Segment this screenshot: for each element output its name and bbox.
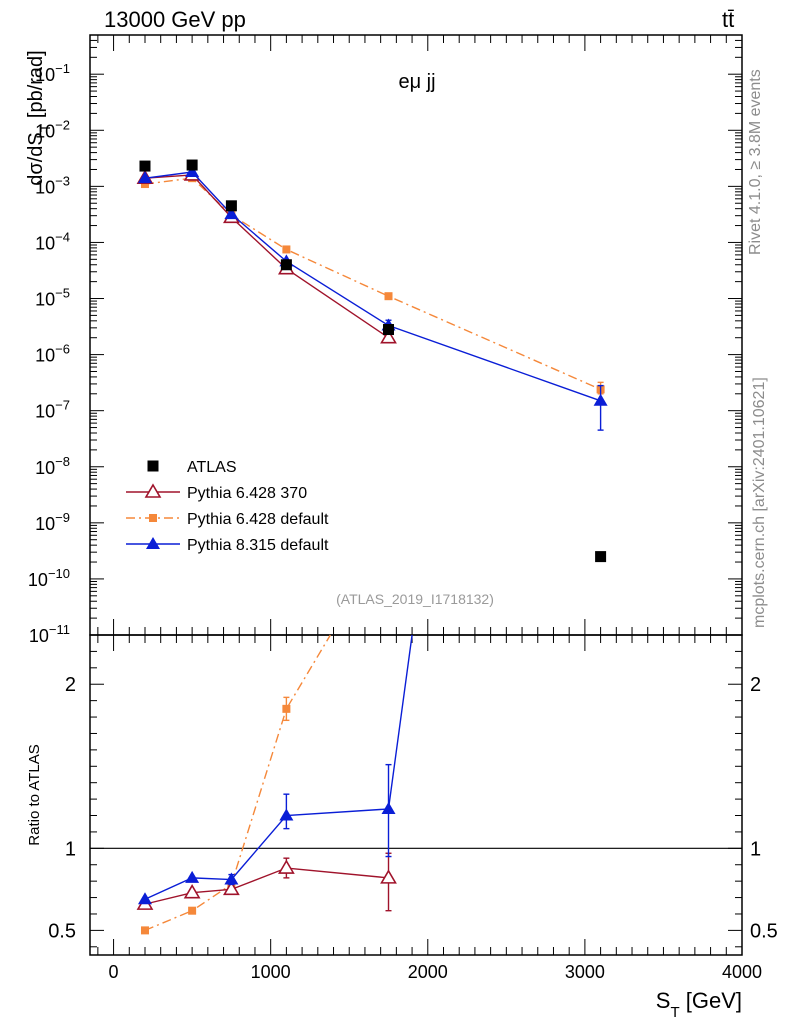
atlas-point: [595, 551, 607, 563]
pythia-6-428-default-point: [282, 245, 291, 254]
pythia-6-428-370-line: [144, 867, 389, 905]
y-tick-label: 10−9: [35, 510, 70, 534]
y-tick-exponent: −4: [55, 229, 70, 244]
pythia-6-428-default-point: [282, 704, 291, 713]
ratio-axis-ticks: [90, 635, 743, 955]
analysis-id: (ATLAS_2019_I1718132): [336, 591, 494, 607]
ratio-y-tick-labels: 0.5 0.5 1 1 2 2: [48, 674, 778, 942]
y-tick-label: 10−7: [35, 398, 70, 422]
pythia-8-315-default-point: [137, 171, 152, 184]
y-tick-exponent: −5: [55, 286, 70, 301]
pythia-8-315-default-point: [224, 872, 239, 885]
ratio-y-axis-label: Ratio to ATLAS: [26, 744, 43, 845]
pythia-8-315-default-point: [224, 207, 239, 220]
y-tick-exponent: −9: [55, 510, 70, 525]
pythia-8-315-default-point: [279, 808, 294, 821]
y-tick-exponent: −6: [55, 342, 70, 357]
chart-title: eμ jj: [398, 71, 435, 93]
y-tick-label: 10−11: [29, 622, 70, 646]
x-axis-label: ST [GeV]: [656, 988, 742, 1021]
legend-pythia-6-428-370-marker: [144, 483, 162, 498]
legend-atlas-marker: [147, 460, 159, 472]
y-tick-label: 10−10: [28, 566, 70, 590]
legend-atlas-label: ATLAS: [187, 459, 237, 476]
main-axis-ticks: [90, 34, 743, 636]
rivet-label: Rivet 4.1.0, ≥ 3.8M events: [747, 69, 764, 255]
y-tick-exponent: −8: [55, 454, 70, 469]
pythia-6-428-default-point: [188, 906, 197, 915]
ratio-y-tick-label: 2: [65, 674, 76, 696]
process-label: tt̄: [722, 7, 734, 32]
x-tick-label: 3000: [565, 962, 605, 982]
pythia-6-428-default-point: [140, 180, 149, 189]
pythia-6-428-370-point: [183, 884, 201, 899]
pythia-6-428-default-point: [384, 292, 393, 301]
atlas-point: [225, 200, 237, 212]
pythia-8-315-default-point: [593, 393, 608, 406]
pythia-6-428-370-point: [380, 869, 397, 884]
pythia-8-315-default-line: [144, 171, 601, 402]
atlas-point: [186, 159, 198, 171]
pythia-6-428-370-point: [277, 859, 295, 874]
main-data-layer: [136, 159, 608, 563]
x-tick-label: 2000: [408, 962, 448, 982]
pythia-6-428-370-point: [380, 329, 397, 344]
pythia-8-315-default-point: [185, 870, 200, 883]
ratio-y-tick-label-right: 2: [750, 674, 761, 696]
legend-pythia-8-315-default-marker: [146, 537, 160, 549]
ratio-y-tick-label-right: 1: [750, 838, 761, 860]
y-tick-exponent: −11: [49, 622, 70, 637]
legend-pythia-6-428-default-label: Pythia 6.428 default: [187, 511, 329, 528]
ratio-y-tick-label: 0.5: [48, 920, 76, 942]
x-tick-label: 0: [109, 962, 119, 982]
legend-pythia-6-428-default-marker: [149, 514, 157, 522]
y-tick-exponent: −7: [55, 398, 70, 413]
pythia-8-315-default-point: [137, 892, 152, 905]
y-tick-label: 10−5: [35, 286, 70, 310]
y-tick-exponent: −2: [55, 117, 70, 132]
pythia-6-428-370-point: [223, 880, 240, 896]
pythia-8-315-default-line: [144, 634, 413, 900]
atlas-point: [139, 160, 151, 172]
legend-pythia-8-315-default-label: Pythia 8.315 default: [187, 537, 329, 554]
energy-label: 13000 GeV pp: [104, 7, 246, 32]
ratio-data-layer: [136, 634, 413, 935]
y-tick-label: 10−6: [35, 342, 70, 366]
atlas-point: [383, 324, 395, 336]
y-tick-exponent: −1: [55, 61, 70, 76]
legend-pythia-6-428-370-label: Pythia 6.428 370: [187, 485, 307, 502]
mcplots-label: mcplots.cern.ch [arXiv:2401.10621]: [751, 377, 768, 628]
pythia-6-428-default-point: [140, 926, 149, 935]
atlas-point: [280, 259, 292, 271]
y-tick-label: 10−8: [35, 454, 70, 478]
ratio-y-tick-label-right: 0.5: [750, 920, 778, 942]
x-tick-label: 4000: [722, 962, 762, 982]
x-tick-label: 1000: [251, 962, 291, 982]
pythia-6-428-370-line: [144, 174, 389, 339]
y-tick-exponent: −3: [55, 173, 70, 188]
x-tick-labels: 0 1000 2000 3000 4000: [109, 962, 762, 982]
y-tick-exponent: −10: [48, 566, 70, 581]
y-tick-label: 10−4: [35, 229, 70, 253]
ratio-y-tick-label: 1: [65, 838, 76, 860]
pythia-6-428-default-line: [144, 177, 601, 390]
ratio-panel-frame: [89, 634, 743, 956]
pythia-8-315-default-point: [185, 165, 200, 178]
legend: ATLAS Pythia 6.428 370 Pythia 6.428 defaul…: [126, 459, 329, 554]
pythia-8-315-default-point: [381, 801, 396, 814]
